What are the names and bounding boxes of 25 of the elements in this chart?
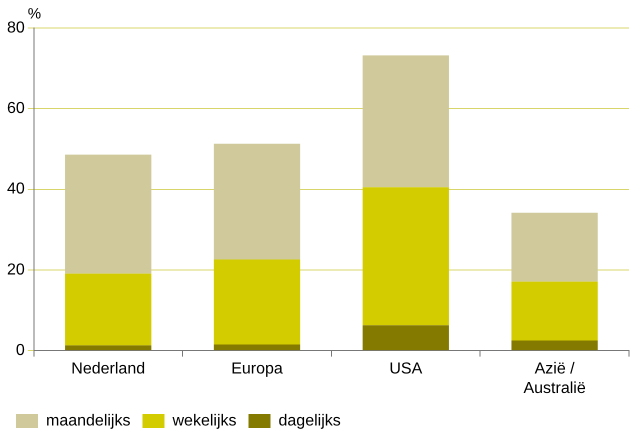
bar xyxy=(214,144,300,260)
bar xyxy=(65,274,152,346)
y-tick-label: 0 xyxy=(16,342,25,360)
y-tick-label: 20 xyxy=(7,261,25,278)
bar xyxy=(214,259,300,345)
bar xyxy=(362,55,449,188)
legend-label: maandelijks xyxy=(46,412,130,430)
y-tick-label: 80 xyxy=(7,19,25,36)
legend-label: dagelijks xyxy=(278,412,341,430)
bar xyxy=(362,325,449,350)
bar xyxy=(511,212,598,282)
bar xyxy=(511,282,598,341)
x-tick-label: Azië / Australië xyxy=(523,360,586,397)
y-tick-label: 40 xyxy=(7,180,25,198)
bar xyxy=(65,154,152,274)
y-axis-title: % xyxy=(28,6,42,23)
x-tick-label: USA xyxy=(389,360,423,378)
bar xyxy=(65,345,152,350)
x-tick-label: Europa xyxy=(231,360,283,378)
x-tick-label: Nederland xyxy=(71,360,146,378)
bar xyxy=(511,340,598,350)
bar xyxy=(362,187,449,326)
bar xyxy=(214,344,300,350)
legend-label: wekelijks xyxy=(171,412,236,430)
y-tick-label: 60 xyxy=(7,100,25,118)
